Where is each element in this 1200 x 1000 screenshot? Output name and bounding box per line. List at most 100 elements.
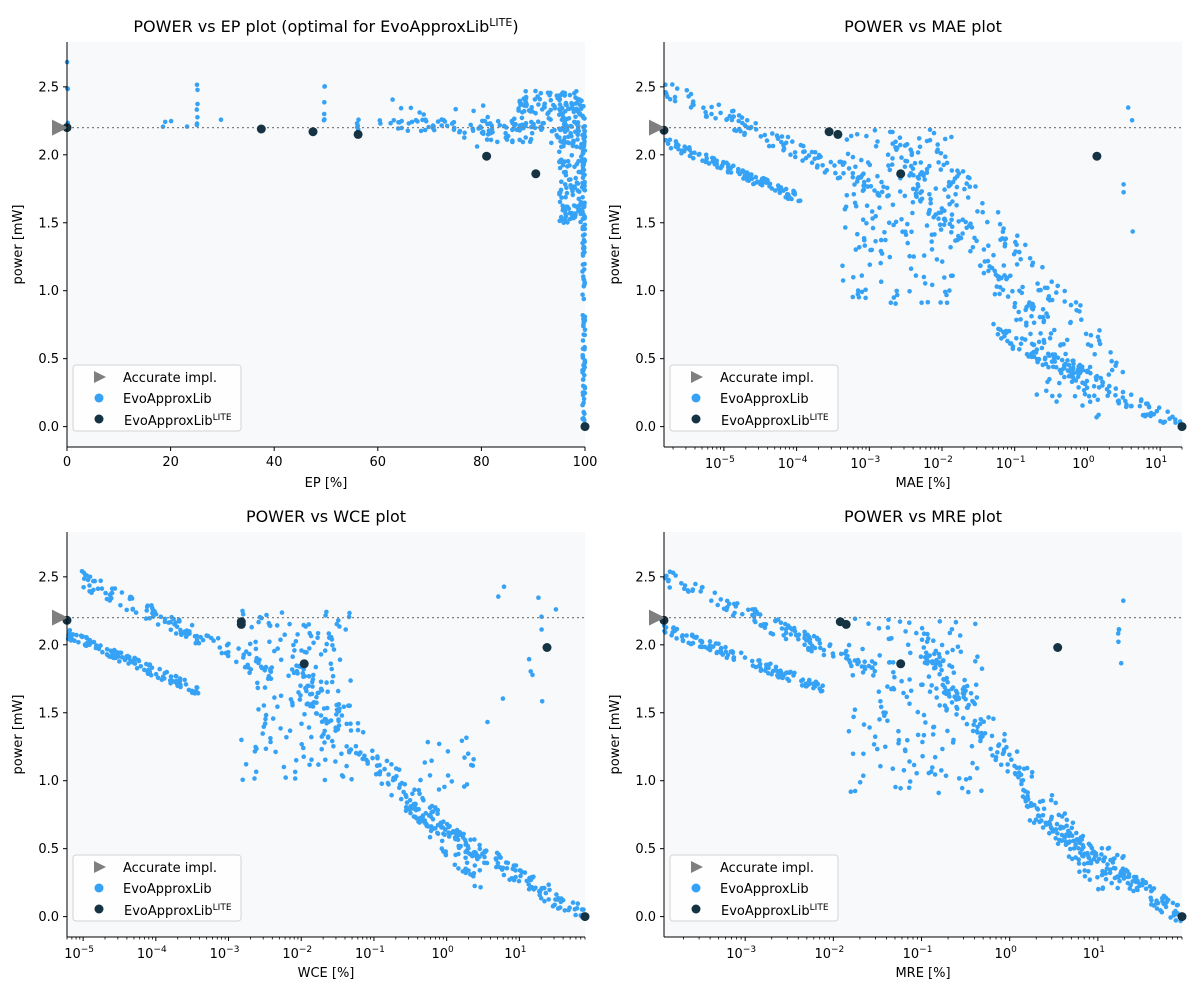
lib-point xyxy=(194,107,200,112)
lib-point xyxy=(969,225,975,230)
lib-point xyxy=(889,686,894,692)
lib-point xyxy=(853,164,858,170)
lib-point xyxy=(870,225,876,231)
lib-point xyxy=(563,100,569,106)
lib-point xyxy=(754,609,759,614)
lib-point xyxy=(311,640,316,646)
lib-point xyxy=(495,118,501,124)
lib-point xyxy=(321,111,327,117)
lib-point xyxy=(843,225,848,230)
lib-point xyxy=(287,621,292,627)
lib-point xyxy=(905,240,910,246)
lib-point xyxy=(466,868,471,873)
lib-point xyxy=(278,693,284,699)
lib-point xyxy=(580,150,586,156)
lib-point xyxy=(1116,627,1122,632)
lib-point xyxy=(709,598,714,603)
lib-point xyxy=(124,654,129,659)
lib-point xyxy=(456,866,461,871)
lib-point xyxy=(1068,846,1073,852)
lib-point xyxy=(899,217,904,222)
lib-point xyxy=(503,860,509,865)
lib-point xyxy=(680,638,686,644)
lib-point xyxy=(838,651,844,657)
lib-point xyxy=(261,724,267,729)
lib-point xyxy=(911,762,917,768)
lib-point xyxy=(792,192,798,197)
lib-point xyxy=(929,239,934,244)
lib-point xyxy=(1031,320,1037,326)
lib-point xyxy=(335,688,341,694)
lib-point xyxy=(963,219,968,225)
legend-accurate-marker xyxy=(94,371,106,383)
lib-point xyxy=(891,222,896,228)
lib-point xyxy=(689,632,695,638)
lib-point xyxy=(921,274,927,280)
legend-lib-marker xyxy=(691,393,701,403)
lib-point xyxy=(777,190,783,196)
lib-point xyxy=(1168,915,1173,920)
chart-mre: 0.00.51.01.52.02.510−3 10−2 10−1 100 101MRE … xyxy=(608,507,1187,981)
lib-point xyxy=(859,289,865,295)
lib-point xyxy=(992,291,998,297)
lib-point xyxy=(389,792,394,798)
lib-point xyxy=(707,639,713,644)
lib-point xyxy=(940,746,945,752)
lib-point xyxy=(890,660,896,665)
lib-point xyxy=(354,121,360,126)
lib-point xyxy=(261,703,267,708)
lib-point xyxy=(194,82,200,88)
lib-point xyxy=(566,106,571,111)
lib-point xyxy=(963,777,969,782)
lib-point xyxy=(403,804,409,810)
lib-point xyxy=(393,766,399,771)
lib-point xyxy=(753,121,758,126)
chart-mae: 0.00.51.01.52.02.510−5 10−4 10−3 10−2 10−1 10… xyxy=(608,17,1187,491)
lib-point xyxy=(954,704,959,710)
lib-point xyxy=(781,148,786,153)
lib-point xyxy=(421,797,426,803)
lib-point xyxy=(1033,817,1039,822)
lib-point xyxy=(542,885,547,891)
lib-point xyxy=(1042,356,1048,362)
lib-point xyxy=(493,856,499,861)
lib-point xyxy=(168,627,174,633)
lib-point xyxy=(109,586,115,591)
lib-point xyxy=(960,169,966,174)
lib-point xyxy=(937,619,943,624)
lib-point xyxy=(1027,818,1033,823)
lib-point xyxy=(758,668,764,674)
lib-point xyxy=(559,195,564,200)
lib-point xyxy=(995,332,1001,337)
legend-lib-label: EvoApproxLib xyxy=(123,882,212,897)
chart-title: POWER vs WCE plot xyxy=(246,507,406,526)
lib-point xyxy=(861,236,867,241)
lib-point xyxy=(495,861,501,866)
x-tick-label: 10−3 xyxy=(210,945,240,962)
lib-point xyxy=(355,727,361,733)
lib-point xyxy=(773,618,778,623)
lib-point xyxy=(921,732,927,738)
lib-point xyxy=(757,664,762,669)
lib-point xyxy=(1077,838,1083,844)
lib-point xyxy=(484,137,490,142)
lib-point xyxy=(339,713,345,718)
lib-point xyxy=(1047,830,1052,836)
lib-point xyxy=(720,652,725,657)
lib-point xyxy=(572,119,577,125)
lib-point xyxy=(315,635,320,641)
lib-point xyxy=(924,639,930,645)
lib-point xyxy=(736,113,742,118)
lib-point xyxy=(582,261,587,267)
lib-point xyxy=(690,588,695,594)
lib-point xyxy=(1064,817,1070,823)
lib-point xyxy=(1076,385,1081,390)
lib-point xyxy=(922,654,928,660)
lib-point xyxy=(779,139,784,145)
lib-point xyxy=(911,254,916,259)
lib-point xyxy=(931,130,937,136)
lib-point xyxy=(884,185,890,191)
lib-point xyxy=(439,846,445,851)
lib-point xyxy=(563,194,568,200)
lib-point xyxy=(478,124,483,129)
